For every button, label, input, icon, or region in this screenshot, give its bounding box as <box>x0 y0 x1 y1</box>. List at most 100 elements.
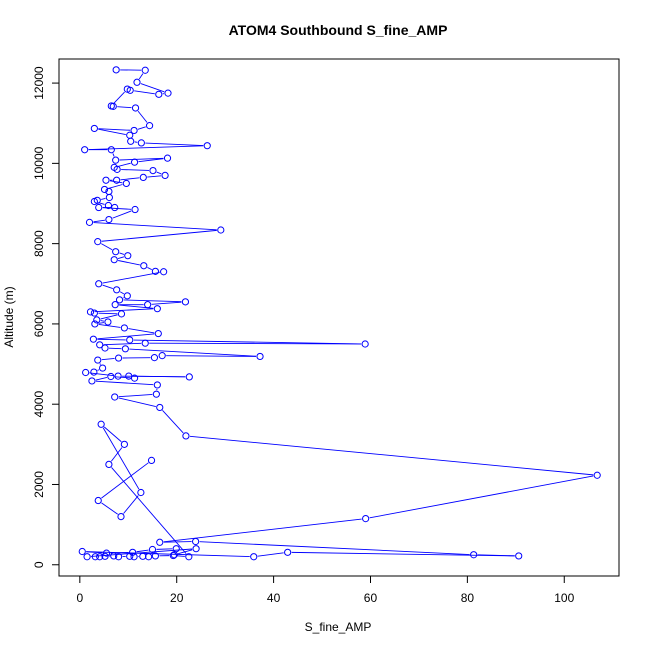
data-point <box>127 137 135 145</box>
series-segment <box>111 467 187 555</box>
data-point <box>101 552 109 560</box>
series-segment <box>369 475 594 519</box>
series-segment <box>121 169 149 171</box>
series-segment <box>97 369 100 371</box>
y-tick-label: 6000 <box>32 310 46 337</box>
series-segment <box>119 157 164 161</box>
data-point <box>181 298 190 306</box>
series-segment <box>163 518 362 543</box>
data-point <box>126 131 134 139</box>
series-segment <box>163 541 192 543</box>
data-point <box>172 545 180 553</box>
data-point <box>93 316 101 324</box>
data-point <box>284 548 292 556</box>
data-point <box>90 197 98 206</box>
y-tick-label: 10000 <box>32 146 46 180</box>
series-segment <box>93 219 106 223</box>
series-segment <box>118 393 153 398</box>
series-segment <box>177 555 185 557</box>
data-point <box>150 354 159 362</box>
data-point <box>105 215 113 224</box>
series-segment <box>101 462 149 499</box>
data-point <box>131 104 140 112</box>
data-point <box>121 345 129 353</box>
data-point <box>112 156 120 164</box>
data-point <box>91 553 99 561</box>
data-point <box>156 403 164 412</box>
data-point <box>126 552 134 560</box>
x-tick-label: 20 <box>170 591 184 605</box>
data-point <box>141 339 149 347</box>
series-segment <box>100 320 105 322</box>
series-segment <box>149 342 362 345</box>
series-segment <box>118 397 156 407</box>
data-point <box>91 320 99 328</box>
data-point <box>124 252 132 260</box>
series-segment <box>97 333 155 340</box>
x-tick-label: 60 <box>364 591 378 605</box>
series-segment <box>110 447 123 462</box>
x-tick-label: 0 <box>76 591 83 605</box>
data-point <box>98 364 107 372</box>
y-tick-label: 8000 <box>32 230 46 257</box>
series-segment <box>98 312 118 315</box>
data-point <box>126 336 134 344</box>
series-segment <box>102 427 140 490</box>
data-point <box>123 85 131 93</box>
data-point <box>100 185 109 194</box>
data-point <box>192 537 200 546</box>
series-segment <box>138 158 164 163</box>
data-point <box>185 373 193 381</box>
y-tick-label: 12000 <box>32 66 46 100</box>
data-point <box>107 372 115 381</box>
data-point <box>156 538 164 546</box>
x-tick-label: 80 <box>461 591 475 605</box>
series-segment <box>99 363 101 365</box>
data-point <box>123 292 131 300</box>
data-point <box>110 552 118 560</box>
data-point <box>149 166 157 175</box>
series-segment <box>140 83 165 93</box>
data-point <box>113 286 121 294</box>
data-point <box>185 553 193 561</box>
data-point <box>145 553 153 561</box>
data-point <box>470 551 478 559</box>
data-point <box>114 372 122 380</box>
data-point <box>154 329 162 338</box>
data-point <box>169 551 177 560</box>
y-tick-label: 2000 <box>32 471 46 498</box>
data-point <box>117 310 126 318</box>
series-segment <box>98 128 131 131</box>
series-segment <box>112 210 132 219</box>
series-segment <box>112 153 115 157</box>
data-point <box>97 420 105 428</box>
series-layer <box>78 66 601 561</box>
data-point <box>120 440 128 448</box>
y-axis-label: Altitude (m) <box>2 286 16 347</box>
series-segment <box>94 308 154 313</box>
data-point <box>170 551 178 559</box>
series-segment <box>189 435 594 476</box>
series-segment <box>102 284 113 289</box>
data-point <box>101 344 109 352</box>
y-axis: 0 2000 4000 6000 8000 10000 12000 <box>32 66 60 568</box>
series-segment <box>98 322 105 324</box>
data-point <box>85 218 94 226</box>
data-point <box>147 456 156 464</box>
data-point <box>94 356 102 364</box>
series-segment <box>86 551 103 554</box>
data-point <box>113 176 121 184</box>
data-point <box>111 301 119 309</box>
series-segment <box>117 256 125 259</box>
data-point <box>130 553 138 561</box>
series-segment <box>101 197 106 200</box>
data-point <box>88 377 96 385</box>
data-point <box>115 296 124 304</box>
data-point <box>256 352 264 361</box>
data-point <box>96 553 104 561</box>
data-point <box>95 280 103 288</box>
data-point <box>152 390 160 398</box>
data-point <box>109 102 117 110</box>
x-tick-label: 40 <box>267 591 281 605</box>
